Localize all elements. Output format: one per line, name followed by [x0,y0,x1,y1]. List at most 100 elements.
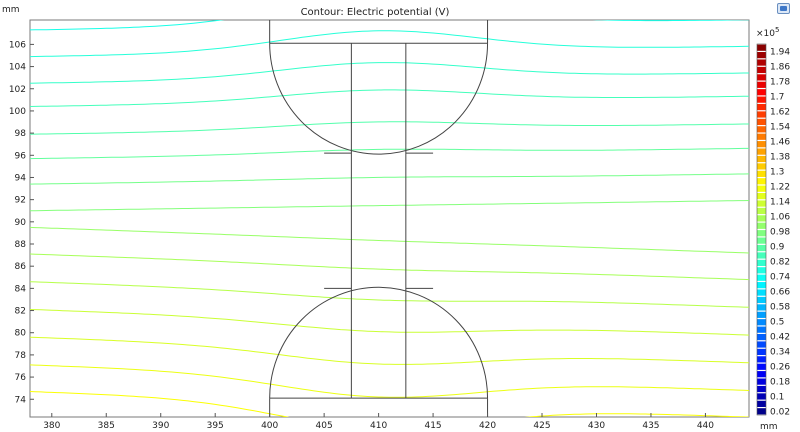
x-tick-label: 440 [697,421,714,431]
y-tick-label: 96 [15,151,27,161]
colorbar-swatch [757,304,766,311]
plot-window-glyph [780,6,787,11]
y-tick-label: 98 [15,129,27,139]
plot-frame [29,19,750,418]
colorbar-label: 1.38 [770,152,790,162]
colorbar-swatch [757,215,766,222]
x-tick-label: 425 [533,421,550,431]
colorbar-swatch [757,326,766,333]
y-tick-label: 82 [15,307,26,317]
colorbar-swatch [757,118,766,126]
colorbar-swatch [757,363,766,370]
plot-window-icon[interactable] [777,3,790,14]
colorbar-swatch [757,155,766,163]
colorbar-swatch [757,319,766,326]
colorbar-swatch [757,230,766,237]
upper-semicircle [269,43,489,155]
x-tick-label: 405 [316,421,333,431]
plot-title: Contour: Electric potential (V) [301,7,450,18]
colorbar-label: 0.66 [770,287,790,297]
colorbar-label: 1.3 [770,167,784,177]
y-tick-label: 90 [15,218,27,228]
colorbar-swatch [757,111,766,118]
y-tick-label: 88 [15,240,27,250]
colorbar-label: 0.18 [770,377,790,387]
contour-line [30,309,749,336]
contour-lines [30,20,749,417]
colorbar-swatch [757,178,766,185]
x-tick-label: 395 [207,421,224,431]
colorbar-label: 0.1 [770,392,784,402]
contour-line [30,200,749,212]
colorbar-swatch [757,356,766,363]
y-tick-label: 106 [9,40,26,50]
x-tick-label: 420 [479,421,496,431]
contour-line [30,121,749,135]
x-tick-label: 430 [588,421,605,431]
colorbar-labels: 1.94 1.86 1.78 1.7 1.62 1.54 1.46 1.38 1.3 1.22 1.… [770,47,790,417]
colorbar-swatches [756,43,767,416]
contour-line [30,147,749,160]
colorbar-label: 0.5 [770,317,784,327]
colorbar-label: 0.34 [770,347,790,357]
colorbar-swatch [757,103,766,111]
colorbar-swatch [757,237,766,244]
contour-line [30,62,749,84]
y-tick-label: 86 [15,262,27,272]
y-tick-label: 102 [9,85,26,95]
colorbar-swatch [757,170,766,177]
colorbar-label: 1.14 [770,197,790,207]
y-tick-label: 100 [9,107,26,117]
colorbar-legend: ×105 1.941.861.781.71.621.541.461.381.31… [756,26,790,417]
contour-line [30,20,749,31]
contour-line [30,226,749,254]
colorbar-swatch [757,393,766,400]
colorbar-swatch [757,274,766,281]
colorbar-swatch [757,207,766,215]
colorbar-label: 0.74 [770,272,790,282]
colorbar-swatch [757,163,766,170]
x-tick-label: 410 [370,421,387,431]
colorbar-label: 1.22 [770,182,790,192]
y-axis-unit: mm [2,5,20,15]
colorbar-swatch [757,126,766,133]
lower-semicircle [269,286,489,399]
colorbar-swatch [757,200,766,207]
colorbar-swatch [757,341,766,348]
colorbar-swatch [757,408,766,415]
contour-line [30,336,749,365]
colorbar-swatch [757,193,766,200]
colorbar-swatch [757,44,766,51]
y-tick-label: 80 [15,329,27,339]
y-tick-label: 92 [15,196,26,206]
y-tick-label: 94 [15,173,27,183]
colorbar-swatch [757,66,766,74]
contour-line [30,173,749,185]
y-tick-label: 84 [15,284,27,294]
colorbar-swatch [757,311,766,318]
colorbar-label: 0.58 [770,302,790,312]
colorbar-label: 1.54 [770,122,790,132]
colorbar-label: 1.06 [770,212,790,222]
plot-area [29,19,750,418]
colorbar-swatch [757,282,766,289]
colorbar-label: 1.7 [770,92,784,102]
colorbar-swatch [757,185,766,192]
colorbar-swatch [757,348,766,356]
colorbar-swatch [757,133,766,140]
colorbar-label: 1.62 [770,107,790,117]
y-tick-label: 104 [9,63,26,73]
y-tick-label: 78 [15,351,27,361]
colorbar-swatch [757,296,766,304]
colorbar-swatch [757,371,766,378]
x-tick-label: 385 [98,421,115,431]
colorbar-label: 0.02 [770,407,790,417]
colorbar-swatch [757,385,766,393]
colorbar-swatch [757,333,766,341]
colorbar-swatch [757,81,766,88]
contour-line [30,281,749,308]
colorbar-label: 0.98 [770,227,790,237]
colorbar-swatch [757,52,766,59]
colorbar-multiplier: ×105 [756,26,779,39]
contour-line [30,30,749,58]
